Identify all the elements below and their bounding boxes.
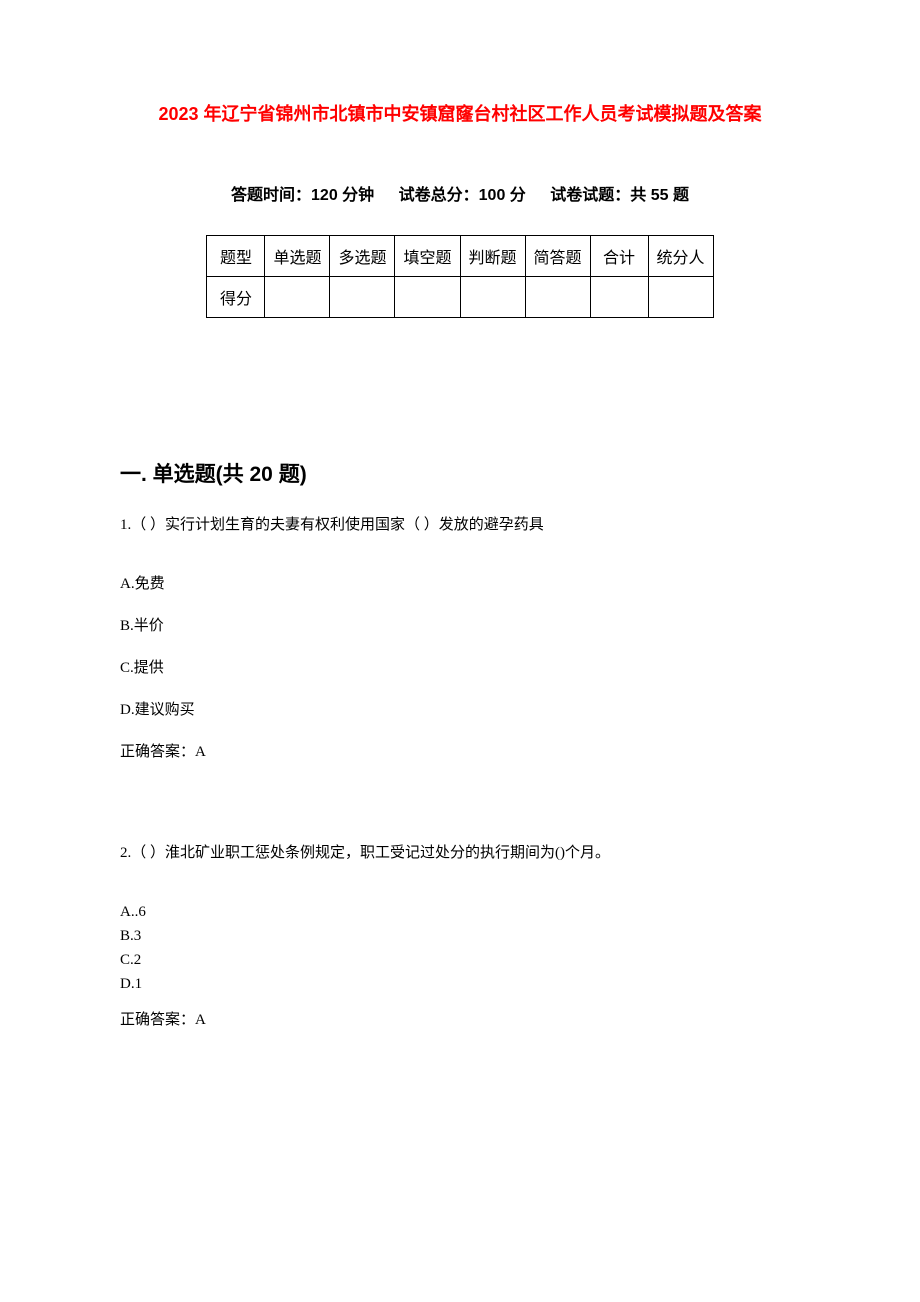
q2-option-a: A..6 (120, 900, 800, 924)
q2-option-b: B.3 (120, 924, 800, 948)
total-label: 试卷总分：100 分 (399, 187, 526, 204)
score-total (590, 277, 648, 318)
q2-options: A..6 B.3 C.2 D.1 (120, 900, 800, 996)
q2-option-c: C.2 (120, 948, 800, 972)
table-score-row: 得分 (207, 277, 713, 318)
q1-option-c: C.提供 (120, 656, 800, 680)
score-blank (395, 277, 460, 318)
q1-option-b: B.半价 (120, 614, 800, 638)
q1-option-d: D.建议购买 (120, 698, 800, 722)
question-2: 2.（ ）淮北矿业职工惩处条例规定，职工受记过处分的执行期间为()个月。 A..… (120, 841, 800, 1029)
q2-option-d: D.1 (120, 972, 800, 996)
score-table: 题型 单选题 多选题 填空题 判断题 简答题 合计 统分人 得分 (206, 235, 713, 318)
score-scorer (648, 277, 713, 318)
q1-option-a: A.免费 (120, 572, 800, 596)
q1-text: 1.（ ）实行计划生育的夫妻有权利使用国家（ ）发放的避孕药具 (120, 513, 800, 537)
header-type: 题型 (207, 236, 265, 277)
exam-meta: 答题时间：120 分钟 试卷总分：100 分 试卷试题：共 55 题 (120, 181, 800, 205)
score-label: 得分 (207, 277, 265, 318)
header-total: 合计 (590, 236, 648, 277)
score-single (265, 277, 330, 318)
count-label: 试卷试题：共 55 题 (550, 187, 689, 204)
q1-options: A.免费 B.半价 C.提供 D.建议购买 (120, 572, 800, 722)
q1-answer: 正确答案：A (120, 740, 800, 761)
table-header-row: 题型 单选题 多选题 填空题 判断题 简答题 合计 统分人 (207, 236, 713, 277)
q2-answer: 正确答案：A (120, 1008, 800, 1029)
header-short: 简答题 (525, 236, 590, 277)
header-blank: 填空题 (395, 236, 460, 277)
section-title: 一. 单选题(共 20 题) (120, 458, 800, 488)
q2-text: 2.（ ）淮北矿业职工惩处条例规定，职工受记过处分的执行期间为()个月。 (120, 841, 800, 865)
time-label: 答题时间：120 分钟 (231, 187, 374, 204)
header-single: 单选题 (265, 236, 330, 277)
score-short (525, 277, 590, 318)
header-judge: 判断题 (460, 236, 525, 277)
header-scorer: 统分人 (648, 236, 713, 277)
document-title: 2023 年辽宁省锦州市北镇市中安镇窟窿台村社区工作人员考试模拟题及答案 (120, 100, 800, 126)
header-multi: 多选题 (330, 236, 395, 277)
question-1: 1.（ ）实行计划生育的夫妻有权利使用国家（ ）发放的避孕药具 A.免费 B.半… (120, 513, 800, 761)
score-multi (330, 277, 395, 318)
score-judge (460, 277, 525, 318)
